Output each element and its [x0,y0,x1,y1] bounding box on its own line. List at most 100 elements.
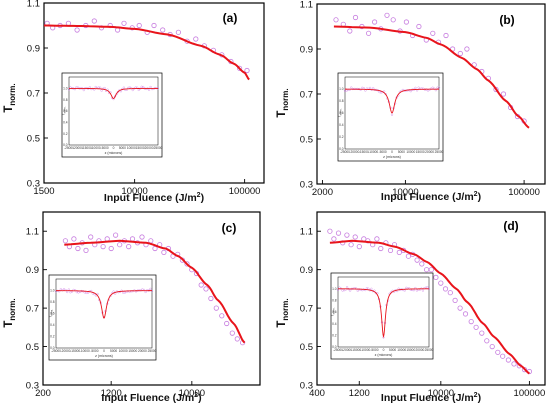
inset-y-tick-label: 0.8 [50,300,55,304]
y-tick-label: 1.1 [27,0,40,10]
x-tick-label: 10000 [392,187,418,198]
panel-label: (b) [499,13,514,27]
data-point [495,349,501,355]
inset-data-point [426,286,429,289]
inset-x-tick-label: 5000 [110,349,117,353]
data-point [489,343,495,350]
panel-label: (a) [223,11,238,25]
data-point [160,27,166,33]
inset-y-tick-label: 1.0 [339,87,344,91]
data-point [113,232,119,238]
data-point [244,67,250,74]
inset-x-tick-label: 0 [113,146,115,150]
inset-data-point [103,86,106,90]
inset-x-tick-label: 0 [103,349,105,353]
inset-data-point [96,292,99,296]
y-tick-label: 0.7 [300,90,313,101]
inset-x-tick-label: 25000 [425,348,434,352]
x-axis-label: Input Fluence (J/m2) [104,192,204,204]
inset-data-point [149,85,152,89]
data-point [405,253,411,259]
inset-x-tick-label: 10000 [127,146,136,150]
inset-y-tick-label: 0.0 [332,345,337,349]
fit-curve [64,239,246,344]
data-point [71,236,77,242]
x-axis-label: Input Fluence (J/m2) [381,191,481,203]
inset-data-point [112,290,115,293]
inset-x-tick-label: 15000 [136,146,145,150]
data-point [390,17,396,23]
data-point [378,245,384,252]
x-tick-label: 10000 [179,388,205,399]
inset-y-tick-label: 1.0 [63,86,68,90]
inset-data-point [356,289,359,292]
y-tick-label: 0.5 [300,135,313,146]
inset-x-tick-label: -25000 [51,349,61,353]
data-point [438,280,444,286]
data-point [65,20,72,26]
data-point [193,36,199,42]
y-tick-label: 0.3 [26,381,39,392]
data-point [229,330,235,336]
x-axis-label: Input Fluence (J/m2) [381,392,481,404]
data-point [208,295,214,302]
inset-y-axis-label: Tnorm. [338,108,343,117]
data-point [371,19,378,25]
inset-x-tick-label: -5000 [370,348,378,352]
fit-curve [333,25,530,129]
data-point [335,230,342,236]
inset-data-point [436,86,439,89]
inset-y-tick-label: 0.4 [339,123,344,127]
inset-frame [330,272,434,360]
inset-x-tick-label: -15000 [82,146,92,150]
data-point [419,261,425,267]
y-tick-label: 0.9 [300,45,313,56]
inset-plot-area [55,278,153,349]
x-tick-label: 2000 [312,187,333,198]
data-point [356,244,362,250]
data-point [62,238,69,244]
inset-y-tick-label: 0.4 [63,120,68,124]
data-point [139,234,145,240]
y-tick-label: 0.9 [26,265,39,276]
y-axis-label: Tnorm. [3,83,17,112]
inset-y-tick-label: 0.4 [332,322,337,326]
x-tick-label: 100000 [508,187,540,198]
data-point [224,320,230,327]
data-point [88,234,94,240]
inset-x-tick-label: 5000 [398,150,405,154]
inset-data-point [414,86,417,90]
inset-x-tick-label: -20000 [349,150,359,154]
data-point [462,311,469,317]
panel-label: (c) [222,221,237,235]
inset-data-point [100,89,103,92]
data-point [333,17,339,23]
y-tick-label: 0.5 [27,134,40,145]
inset-x-tick-label: -25000 [333,348,343,352]
y-tick-label: 0.3 [300,381,313,392]
data-point [452,297,458,303]
x-tick-label: 400 [309,388,325,399]
data-point [442,286,449,292]
data-point [365,30,372,36]
fit-curve [44,24,250,81]
fit-curve [329,239,530,375]
data-point [423,267,430,273]
data-point [396,249,402,255]
panel-label: (d) [503,219,518,233]
y-tick-label: 1.1 [300,0,313,11]
data-point [511,361,517,367]
data-point [500,91,507,97]
data-point [136,22,142,29]
x-tick-label: 1500 [33,186,54,197]
inset-x-tick-label: -10000 [360,348,370,352]
inset-y-tick-label: 1.0 [332,287,337,291]
inset-x-axis-label: z (microns) [383,155,401,159]
inset-x-tick-label: 25000 [154,146,163,150]
inset-x-tick-label: 15000 [406,348,415,352]
data-point [98,25,105,31]
data-point [234,336,240,342]
inset-y-tick-label: 0.0 [50,346,55,350]
